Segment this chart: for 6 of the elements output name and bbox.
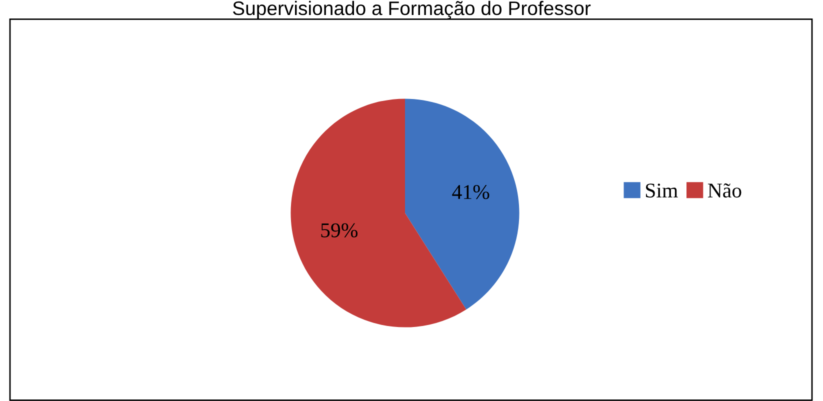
data-label: 41% bbox=[452, 185, 490, 200]
data-label: 59% bbox=[321, 223, 358, 238]
pie-slice bbox=[405, 98, 520, 310]
chart-title: Supervisionado a Formação do Professor bbox=[232, 0, 591, 20]
legend-label: Sim bbox=[646, 184, 678, 198]
legend-label: Não bbox=[708, 183, 742, 198]
